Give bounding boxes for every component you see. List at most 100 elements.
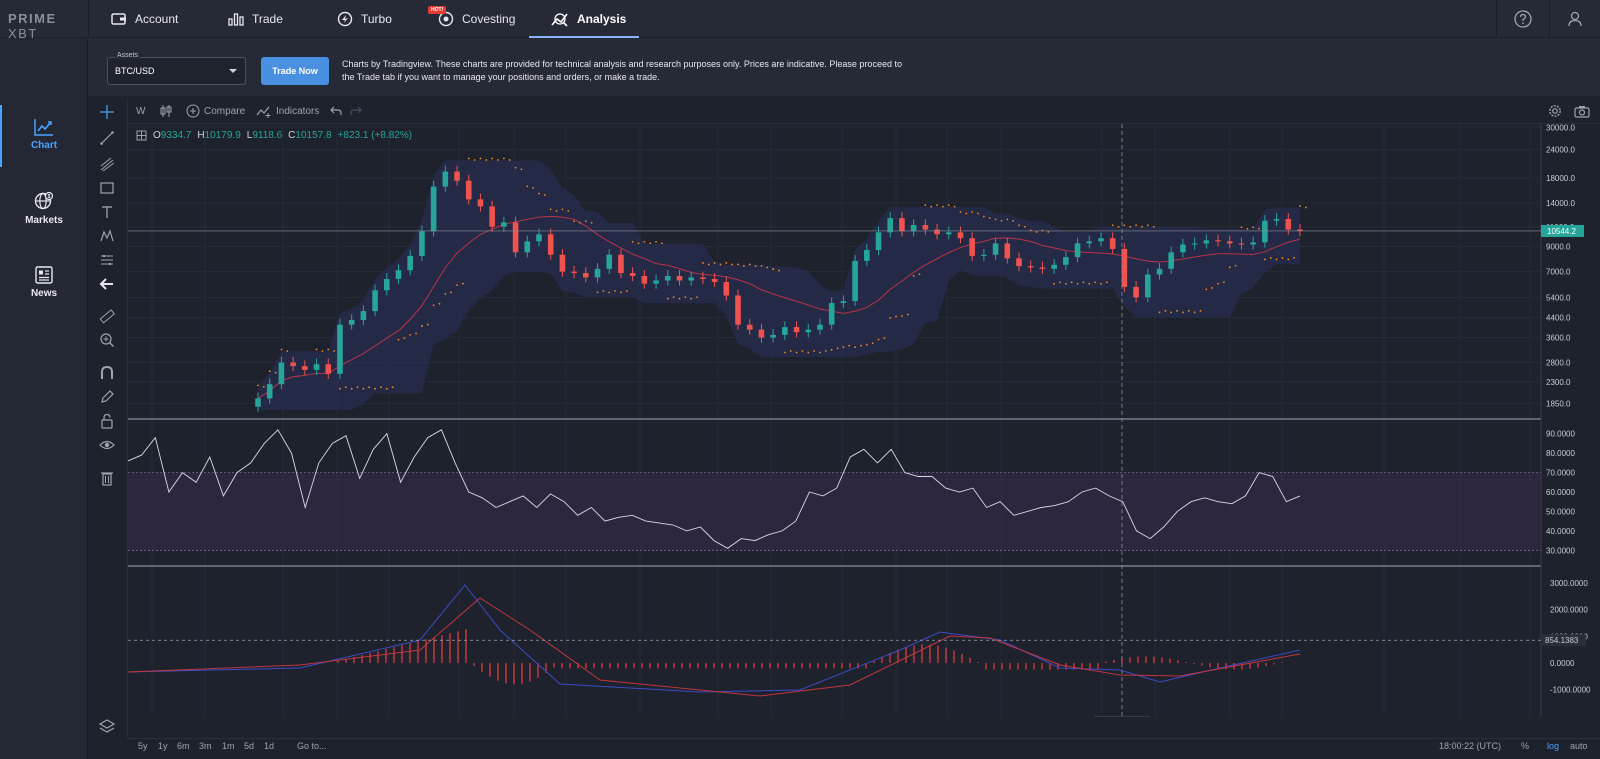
sidebar-item-label: Markets	[25, 214, 63, 226]
nav-analysis[interactable]: Analysis	[551, 0, 626, 38]
trade-now-button[interactable]: Trade Now	[261, 57, 329, 85]
sar-dot	[567, 209, 570, 212]
visibility-tool[interactable]	[96, 435, 118, 455]
range-6m[interactable]: 6m	[177, 741, 190, 751]
sar-dot	[942, 205, 944, 208]
pattern-tool[interactable]	[96, 226, 118, 246]
candle-body	[571, 271, 577, 274]
percent-scale-toggle[interactable]: %	[1521, 741, 1530, 751]
sidebar-item-news[interactable]: News	[0, 244, 88, 320]
stay-drawing-tool[interactable]	[96, 387, 118, 407]
delete-drawings-tool[interactable]	[96, 468, 118, 488]
analysis-icon	[551, 13, 568, 27]
sar-dot	[1287, 258, 1290, 261]
rsi-axis-label: 30.0000	[1546, 546, 1575, 555]
candle-body	[934, 229, 940, 235]
sar-dot	[561, 208, 564, 211]
nav-trade[interactable]: Trade	[228, 0, 283, 38]
range-5d[interactable]: 5d	[244, 741, 255, 751]
sar-dot	[783, 351, 786, 354]
sar-dot	[602, 290, 605, 292]
screenshot-button[interactable]	[1574, 98, 1590, 124]
range-1m[interactable]: 1m	[222, 741, 235, 751]
sidebar-item-markets[interactable]: $ Markets	[0, 170, 88, 246]
sar-dot	[666, 297, 669, 300]
undo-button[interactable]	[330, 98, 342, 124]
sar-dot	[731, 263, 734, 266]
hot-badge: HOT!	[428, 6, 447, 14]
candle-body	[817, 324, 823, 330]
collapse-legend-icon[interactable]	[136, 130, 147, 141]
candle-body	[1262, 220, 1268, 243]
magnet-tool[interactable]	[96, 363, 118, 383]
sar-dot	[280, 348, 283, 351]
sar-dot	[1211, 287, 1214, 289]
sar-dot	[742, 265, 745, 267]
candle-body	[723, 282, 730, 296]
candle-body	[1238, 243, 1245, 245]
redo-icon	[350, 106, 362, 115]
range-1y[interactable]: 1y	[158, 741, 168, 751]
range-5y[interactable]: 5y	[138, 741, 148, 751]
rsi-axis-label: 70.0000	[1546, 469, 1575, 478]
candle-body	[641, 275, 648, 284]
sidebar-item-chart[interactable]: Chart	[0, 96, 88, 172]
help-button[interactable]	[1497, 0, 1549, 38]
range-1d[interactable]: 1d	[264, 741, 275, 751]
chart-settings-button[interactable]	[1548, 98, 1562, 124]
candle-body	[547, 234, 554, 255]
trend-line-tool[interactable]	[96, 128, 118, 148]
user-icon	[1568, 11, 1582, 27]
auto-scale-toggle[interactable]: auto	[1570, 741, 1588, 751]
candle-body	[1074, 243, 1081, 258]
indicators-button[interactable]: Indicators	[256, 98, 319, 124]
nav-turbo[interactable]: Turbo	[337, 0, 392, 38]
candle-body	[1027, 266, 1034, 268]
nav-account[interactable]: Account	[111, 0, 178, 38]
compare-button[interactable]: Compare	[186, 98, 245, 124]
measure-ranges-tool[interactable]	[96, 250, 118, 270]
candle-body	[278, 362, 285, 385]
goto-button[interactable]: Go to...	[297, 741, 327, 751]
sar-dot	[403, 337, 406, 340]
ruler-tool[interactable]	[96, 306, 118, 326]
assets-select[interactable]: BTC/USD	[107, 57, 246, 85]
sar-dot	[1299, 205, 1301, 207]
interval-button[interactable]: W	[136, 98, 145, 124]
chart-type-button[interactable]	[160, 98, 172, 124]
candle-body	[735, 295, 741, 325]
sar-dot	[1146, 224, 1149, 227]
sar-dot	[579, 221, 581, 224]
candle-body	[395, 270, 402, 279]
sar-dot	[555, 209, 558, 212]
pitchfork-tool[interactable]	[96, 154, 118, 174]
price-chart[interactable]: 30000.024000.018000.014000.011000.09000.…	[128, 124, 1600, 717]
range-3m[interactable]: 3m	[199, 741, 212, 751]
lock-tool[interactable]	[96, 411, 118, 431]
candle-body	[266, 384, 273, 399]
last-price-badge	[1541, 224, 1584, 237]
sar-dot	[549, 208, 552, 211]
candle-body	[864, 250, 870, 261]
crosshair-tool[interactable]	[96, 102, 118, 122]
ranges-icon	[101, 255, 113, 265]
back-tool[interactable]	[96, 274, 118, 294]
sar-dot	[1170, 311, 1173, 314]
sar-dot	[959, 211, 962, 213]
sar-dot	[725, 262, 728, 264]
sar-dot	[865, 343, 868, 346]
sar-dot	[1094, 281, 1097, 284]
log-scale-toggle[interactable]: log	[1547, 741, 1560, 751]
sar-dot	[906, 313, 909, 316]
layers-tool[interactable]	[96, 716, 118, 736]
sar-dot	[661, 242, 663, 245]
text-tool[interactable]	[96, 202, 118, 222]
rectangle-tool[interactable]	[96, 178, 118, 198]
redo-button[interactable]	[350, 98, 362, 124]
ohlc-open: O9334.7	[153, 130, 192, 141]
logo[interactable]: PRIME XBT	[8, 11, 57, 41]
nav-covesting[interactable]: Covesting	[438, 0, 515, 38]
user-button[interactable]	[1550, 0, 1600, 38]
crosshair-date-badge	[1094, 716, 1150, 717]
zoom-in-tool[interactable]	[96, 330, 118, 350]
